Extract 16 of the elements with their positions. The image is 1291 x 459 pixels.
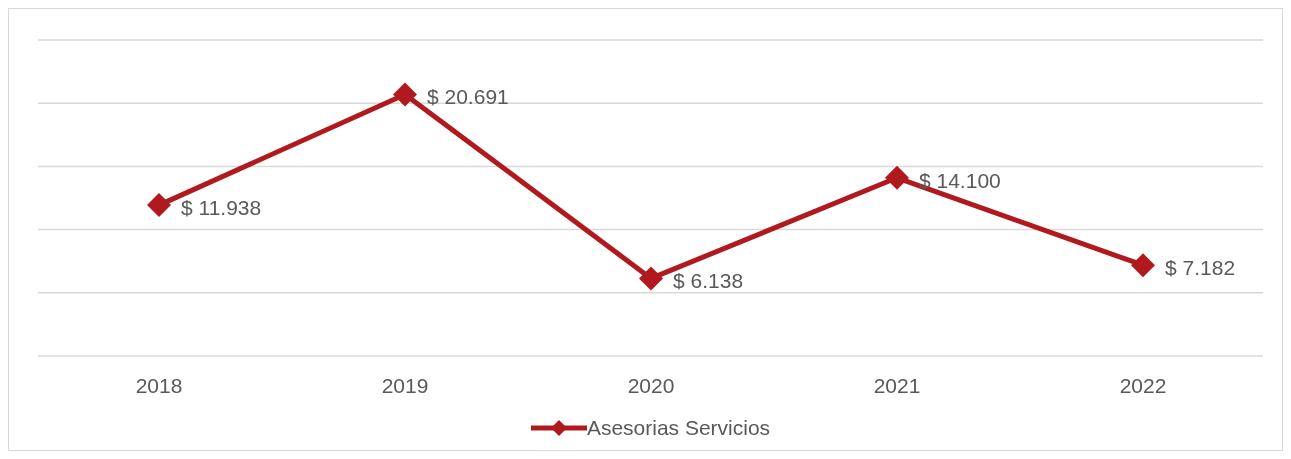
data-label: $ 14.100 xyxy=(919,168,1001,192)
x-tick-label: 2018 xyxy=(135,373,183,397)
data-label: $ 7.182 xyxy=(1165,256,1236,280)
point xyxy=(1131,253,1155,278)
data-label: $ 6.138 xyxy=(673,269,744,293)
point xyxy=(393,82,417,107)
legend-label: Asesorias Servicios xyxy=(586,416,771,440)
x-tick-label: 2019 xyxy=(381,373,429,397)
x-tick-label: 2021 xyxy=(873,373,921,397)
point xyxy=(885,165,909,190)
point xyxy=(147,193,171,218)
x-tick-label: 2020 xyxy=(627,373,675,397)
data-label: $ 20.691 xyxy=(427,85,509,109)
x-tick-label: 2022 xyxy=(1119,373,1167,397)
point xyxy=(639,266,663,291)
data-label: $ 11.938 xyxy=(181,196,262,220)
